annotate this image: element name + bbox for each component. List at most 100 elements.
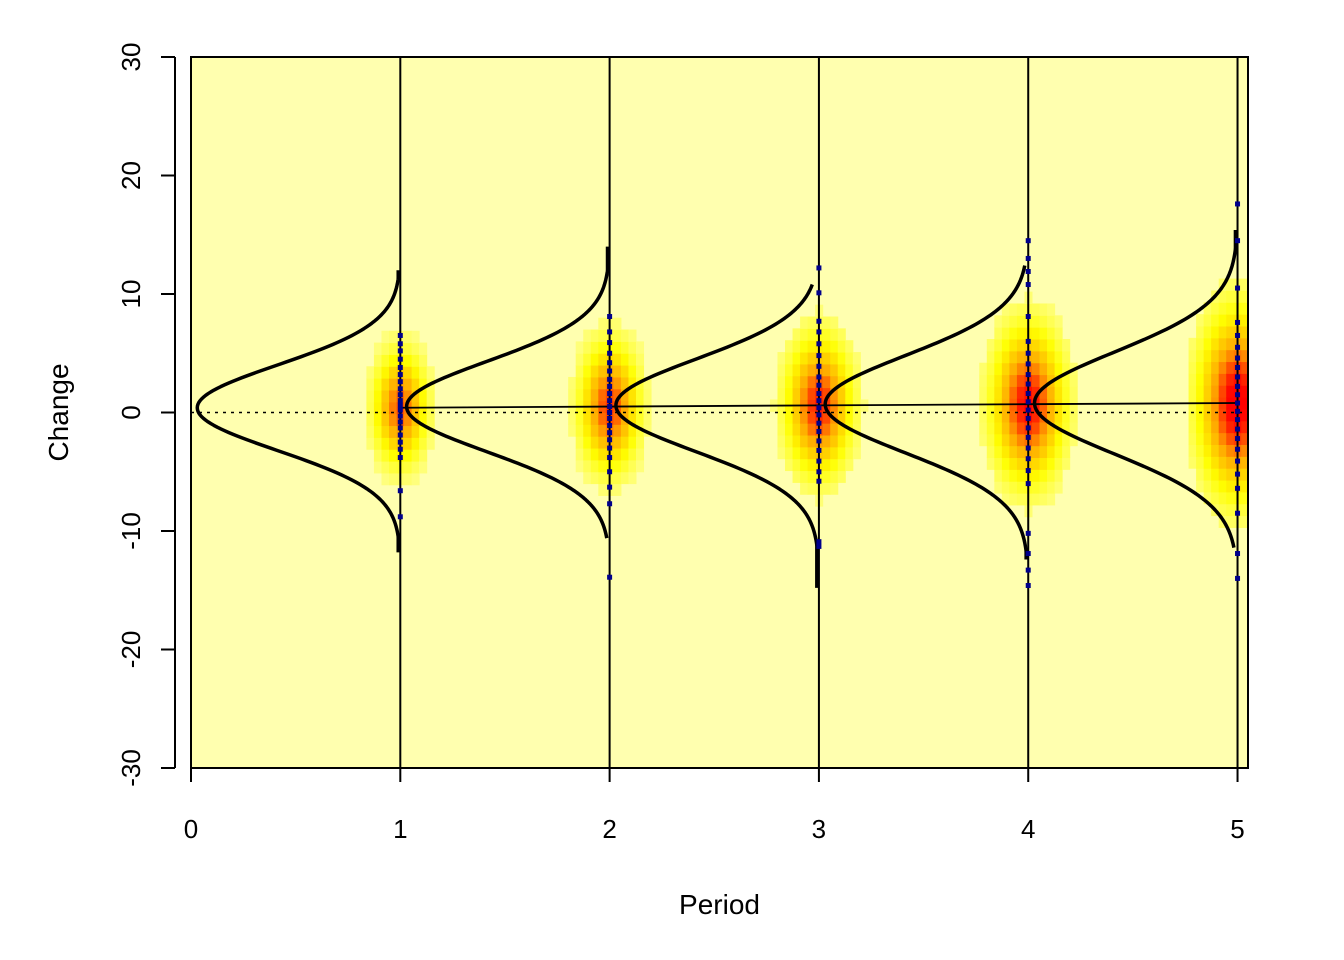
heat-cell — [800, 387, 809, 400]
heat-cell — [1062, 339, 1071, 352]
data-point — [1235, 485, 1241, 491]
data-point — [1235, 332, 1241, 338]
heat-cell — [1241, 480, 1249, 493]
heat-cell — [994, 386, 1003, 399]
heat-cell — [419, 449, 428, 462]
heat-cell — [643, 412, 652, 425]
heat-cell — [1218, 337, 1227, 351]
density-curve-period-1 — [404, 246, 610, 539]
heat-cell — [800, 328, 809, 341]
heat-cell — [845, 387, 854, 400]
heat-cell — [1196, 314, 1205, 327]
heat-cell — [1016, 410, 1025, 423]
heat-cell — [620, 424, 629, 437]
heat-cell — [1241, 397, 1249, 410]
data-point — [607, 376, 613, 382]
heat-cell — [837, 411, 846, 424]
heat-cell — [613, 353, 622, 366]
heat-cell — [419, 425, 428, 438]
data-point — [1235, 400, 1241, 406]
data-point — [397, 332, 403, 338]
observed-points — [397, 201, 1241, 589]
heat-cell — [568, 424, 577, 437]
heat-cell — [598, 448, 607, 461]
heat-cell — [777, 387, 786, 400]
heat-cell — [1016, 303, 1025, 316]
heat-cell — [1062, 410, 1071, 423]
heat-cell — [590, 376, 599, 390]
y-tick-label: -10 — [116, 512, 146, 550]
y-tick-label: -30 — [116, 749, 146, 787]
heat-cell — [366, 378, 375, 391]
heat-cell — [1218, 503, 1227, 517]
heat-cell — [1203, 444, 1212, 457]
heat-cell — [590, 424, 599, 437]
density-curve-period-0 — [195, 270, 400, 553]
heat-cell — [583, 365, 592, 378]
heat-cell — [381, 330, 390, 344]
y-tick-label: 10 — [116, 280, 146, 309]
heat-cell — [807, 482, 816, 495]
heat-cell — [628, 424, 637, 437]
heat-cell — [620, 448, 629, 461]
heat-cell — [1047, 445, 1056, 459]
heat-cell — [381, 378, 390, 391]
heat-cell — [830, 435, 839, 448]
data-point — [607, 410, 613, 415]
heat-cell — [389, 449, 398, 462]
heat-cell — [411, 378, 420, 391]
data-point — [397, 514, 403, 520]
heat-cell — [1001, 386, 1010, 399]
heat-cell — [1211, 444, 1220, 457]
data-point — [816, 543, 822, 549]
heat-cell — [994, 457, 1003, 470]
heat-cell — [1241, 420, 1249, 434]
heat-cell — [1031, 469, 1041, 482]
heat-cell — [822, 482, 831, 495]
heat-cell — [1218, 408, 1227, 422]
data-point — [1235, 285, 1241, 291]
heat-cell — [628, 471, 637, 485]
heat-cell — [1047, 303, 1056, 316]
heat-cell — [979, 386, 988, 399]
heat-cell — [1001, 421, 1010, 435]
data-point — [397, 407, 403, 413]
heat-cell — [426, 437, 435, 450]
heat-cell — [426, 413, 435, 427]
heat-cell — [830, 446, 839, 460]
heat-cell — [381, 389, 390, 403]
heat-cell — [1211, 361, 1220, 374]
y-axis: -30 -20 -10 0 10 20 30 — [116, 43, 176, 787]
y-tick-label: 30 — [116, 43, 146, 72]
data-point — [1025, 372, 1031, 378]
heat-cell — [792, 423, 801, 436]
heat-cell — [994, 445, 1003, 459]
data-point — [607, 350, 613, 356]
data-point — [397, 372, 403, 378]
heat-cell — [613, 448, 622, 461]
heat-cell — [830, 482, 839, 495]
heat-cell — [1203, 314, 1212, 327]
heat-cell — [1047, 493, 1056, 506]
heat-cell — [1031, 410, 1041, 423]
heat-cell — [837, 435, 846, 448]
heat-cell — [1211, 408, 1220, 422]
heat-cell — [598, 329, 607, 342]
heat-cell — [620, 365, 629, 378]
heat-cell — [1218, 314, 1227, 327]
heat-cell — [598, 424, 607, 437]
heat-cell — [1054, 386, 1063, 399]
heat-cell — [792, 352, 801, 365]
heat-cell — [381, 366, 390, 379]
heat-cell — [590, 412, 599, 425]
heat-cell — [1211, 491, 1220, 505]
heat-cell — [381, 401, 390, 415]
heat-cell — [1031, 433, 1041, 447]
data-point — [1235, 201, 1241, 207]
heat-cell — [822, 375, 831, 389]
heat-cell — [785, 340, 794, 353]
heat-cell — [830, 328, 839, 341]
heat-cell — [613, 376, 622, 390]
heat-cell — [822, 352, 831, 365]
heat-cell — [620, 329, 629, 342]
